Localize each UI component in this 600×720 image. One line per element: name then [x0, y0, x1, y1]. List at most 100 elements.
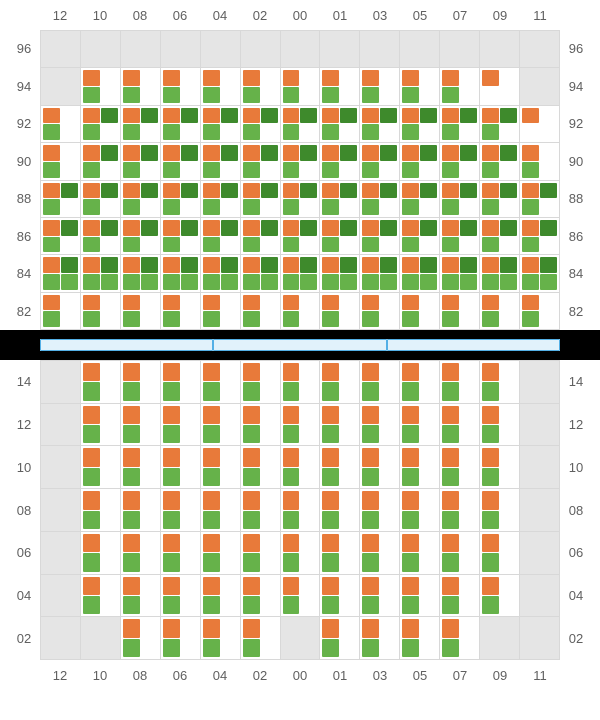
empty-cell [81, 617, 121, 660]
status-square [482, 425, 499, 443]
status-square [300, 257, 317, 273]
status-square [83, 596, 100, 614]
status-square [203, 619, 220, 637]
slot-cell [121, 218, 161, 255]
status-square [283, 124, 300, 140]
status-square [243, 145, 260, 161]
status-square [243, 311, 260, 327]
status-square [141, 274, 158, 290]
status-square [123, 87, 140, 103]
status-square [362, 534, 379, 552]
top-section: 9694929088868482 9694929088868482 [0, 30, 600, 330]
status-square [522, 257, 539, 273]
status-square [500, 183, 517, 199]
status-square [420, 145, 437, 161]
status-square [482, 363, 499, 381]
status-square [442, 511, 459, 529]
status-square [322, 511, 339, 529]
bottom-left-row-labels: 14121008060402 [8, 360, 40, 660]
status-square [83, 70, 100, 86]
status-square [340, 257, 357, 273]
status-square [203, 183, 220, 199]
row-label: 14 [560, 360, 592, 403]
slot-cell [480, 255, 520, 292]
status-square [442, 639, 459, 657]
bottom-right-row-labels: 14121008060402 [560, 360, 592, 660]
status-square [322, 257, 339, 273]
status-square [362, 257, 379, 273]
slot-cell [161, 446, 201, 489]
slot-cell [320, 255, 360, 292]
status-square [482, 124, 499, 140]
slot-cell [281, 489, 321, 532]
status-square [482, 183, 499, 199]
status-square [283, 87, 300, 103]
status-square [362, 162, 379, 178]
status-square [442, 596, 459, 614]
slot-cell [81, 446, 121, 489]
slot-cell [400, 143, 440, 180]
grid-row [41, 106, 560, 143]
slot-cell [81, 181, 121, 218]
status-square [123, 70, 140, 86]
status-square [460, 145, 477, 161]
status-square [362, 425, 379, 443]
status-square [163, 311, 180, 327]
slot-cell [281, 143, 321, 180]
slot-cell [121, 404, 161, 447]
status-square [283, 162, 300, 178]
status-square [482, 382, 499, 400]
status-square [283, 448, 300, 466]
slot-cell [440, 68, 480, 105]
status-square [540, 274, 557, 290]
status-square [402, 363, 419, 381]
status-square [61, 257, 78, 273]
status-square [402, 311, 419, 327]
column-label: 10 [80, 668, 120, 683]
status-square [322, 220, 339, 236]
status-square [43, 162, 60, 178]
row-label: 92 [8, 105, 40, 143]
slot-cell [320, 532, 360, 575]
row-label: 10 [560, 446, 592, 489]
status-square [43, 311, 60, 327]
status-square [61, 183, 78, 199]
status-square [163, 162, 180, 178]
status-square [123, 577, 140, 595]
status-square [141, 220, 158, 236]
status-square [460, 183, 477, 199]
status-square [43, 199, 60, 215]
status-square [482, 577, 499, 595]
status-square [283, 468, 300, 486]
status-square [442, 237, 459, 253]
status-square [203, 295, 220, 311]
status-square [322, 619, 339, 637]
status-square [123, 257, 140, 273]
status-square [261, 220, 278, 236]
empty-cell [360, 31, 400, 68]
slot-cell [201, 106, 241, 143]
slot-cell [320, 446, 360, 489]
status-square [243, 639, 260, 657]
status-square [83, 448, 100, 466]
slot-cell [81, 489, 121, 532]
status-square [402, 87, 419, 103]
status-square [123, 311, 140, 327]
status-square [522, 162, 539, 178]
status-square [500, 257, 517, 273]
status-square [500, 145, 517, 161]
status-square [203, 639, 220, 657]
status-square [322, 70, 339, 86]
slot-cell [81, 143, 121, 180]
status-square [322, 274, 339, 290]
status-square [61, 220, 78, 236]
status-square [300, 145, 317, 161]
status-square [362, 639, 379, 657]
slot-cell [201, 617, 241, 660]
status-square [402, 448, 419, 466]
status-square [322, 237, 339, 253]
slot-cell [360, 404, 400, 447]
status-square [380, 145, 397, 161]
status-square [362, 406, 379, 424]
status-square [43, 220, 60, 236]
